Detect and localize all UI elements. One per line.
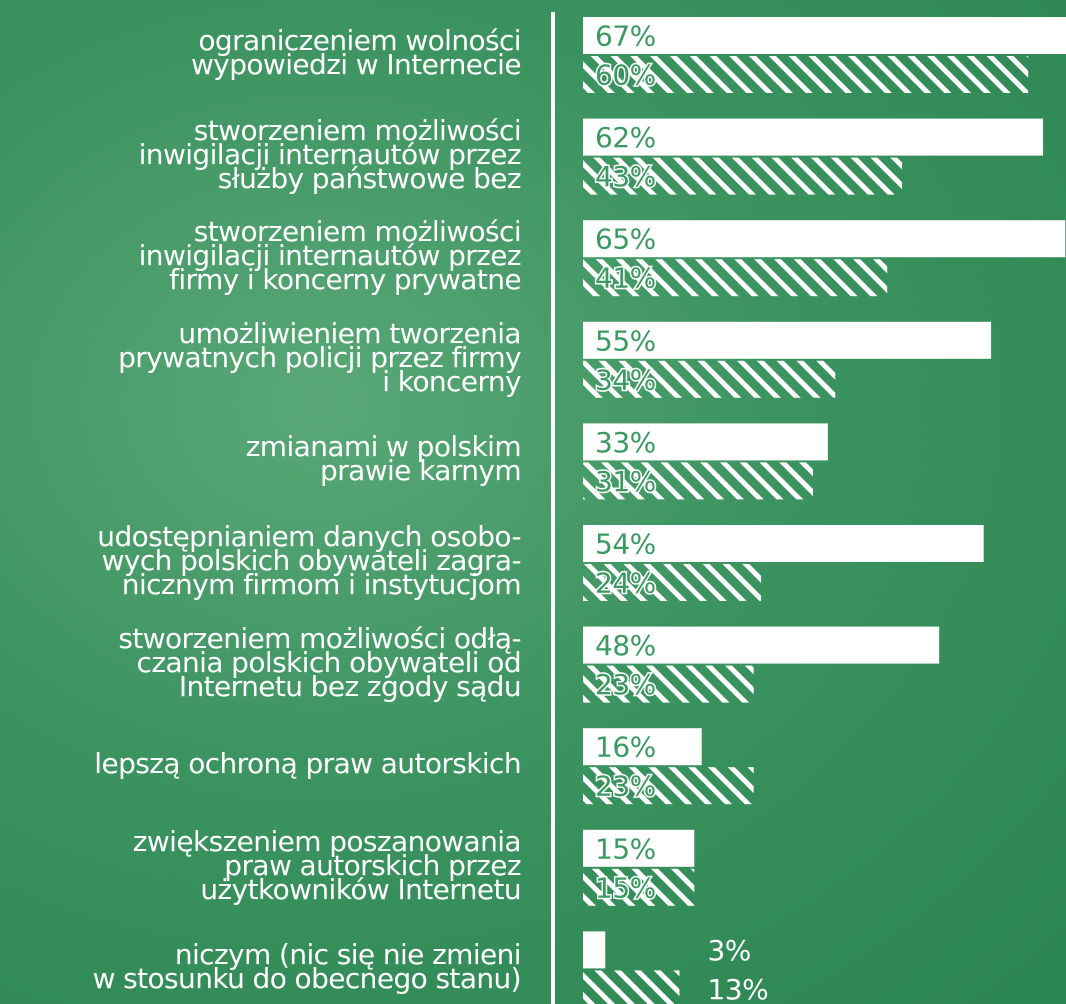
bar xyxy=(583,931,605,968)
value-label: 31% xyxy=(595,465,656,498)
value-label: 67% xyxy=(595,20,656,53)
value-label: 55% xyxy=(595,324,656,357)
chart: 67% 60% 62% 43% 65% 41% 55% 34% 33% 31% 54% 24% 48% 2… xyxy=(0,0,1066,1004)
bar xyxy=(583,970,679,1004)
value-label: 62% xyxy=(595,121,656,154)
value-label: 34% xyxy=(595,363,656,396)
value-label: 16% xyxy=(595,731,656,764)
value-label: 48% xyxy=(595,629,656,662)
category-label: zwiększeniem poszanowania praw autorskic… xyxy=(133,830,521,902)
category-label: zmianami w polskim prawie karnym xyxy=(246,435,521,483)
value-label: 15% xyxy=(595,832,656,865)
value-label: 23% xyxy=(595,668,656,701)
category-label: umożliwieniem tworzenia prywatnych polic… xyxy=(118,322,521,394)
value-label: 15% xyxy=(595,871,656,904)
category-label: stworzeniem możliwości inwigilacji inter… xyxy=(139,119,521,191)
value-label: 23% xyxy=(595,770,656,803)
value-label: 3% xyxy=(707,934,750,967)
category-label: niczym (nic się nie zmieni w stosunku do… xyxy=(93,943,521,991)
value-label: 24% xyxy=(595,567,656,600)
value-label: 43% xyxy=(595,160,656,193)
value-label: 65% xyxy=(595,223,656,256)
value-label: 13% xyxy=(707,973,768,1004)
value-label: 54% xyxy=(595,528,656,561)
category-label: ograniczeniem wolności wypowiedzi w Inte… xyxy=(191,29,521,77)
category-label: stworzeniem możliwości odłą- czania pols… xyxy=(118,627,521,699)
category-label: stworzeniem możliwości inwigilacji inter… xyxy=(139,220,521,292)
value-label: 41% xyxy=(595,262,656,295)
category-label: lepszą ochroną praw autorskich xyxy=(94,752,521,776)
category-label: udostępnianiem danych osobo- wych polski… xyxy=(97,525,521,597)
value-label: 60% xyxy=(595,59,656,92)
value-label: 33% xyxy=(595,426,656,459)
page: 67% 60% 62% 43% 65% 41% 55% 34% 33% 31% 54% 24% 48% 2… xyxy=(0,0,1066,1004)
